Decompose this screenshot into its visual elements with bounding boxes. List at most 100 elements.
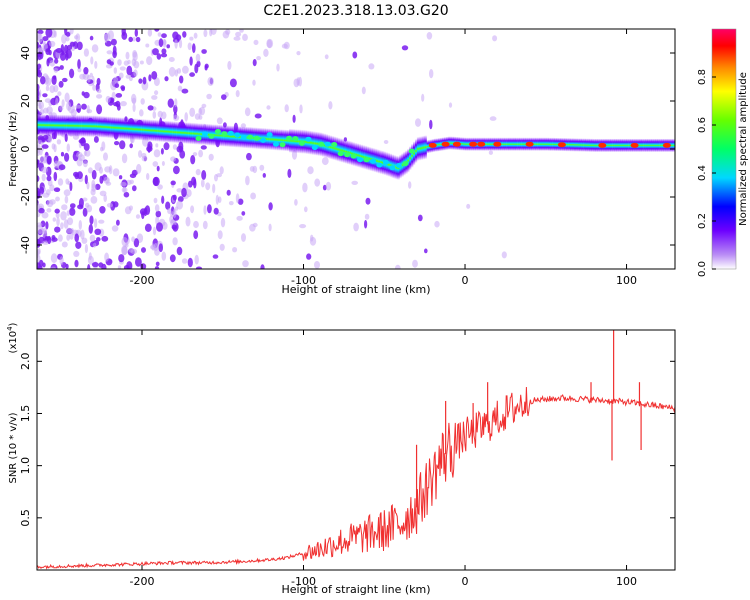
noise-blob [241, 233, 246, 242]
noise-blob [118, 175, 123, 180]
ridge-cell [197, 123, 201, 145]
noise-blob [120, 101, 127, 107]
noise-blob [117, 59, 122, 66]
noise-blob [93, 136, 99, 143]
noise-blob [203, 29, 208, 38]
noise-blob [239, 29, 244, 33]
ridge-cell [128, 118, 131, 140]
ridge-cell [461, 137, 464, 151]
noise-blob [79, 73, 86, 80]
ridge-blob [292, 136, 299, 142]
ridge-cell [40, 114, 44, 136]
ridge-cell [108, 116, 111, 139]
noise-blob [39, 156, 47, 164]
noise-blob [361, 86, 366, 95]
ridge-blob [298, 140, 305, 146]
noise-blob [415, 118, 421, 127]
noise-blob [49, 60, 56, 67]
noise-blob [45, 48, 51, 55]
ridge-cell [484, 137, 487, 151]
noise-blob [54, 58, 59, 64]
ridge-cell [228, 125, 232, 148]
ridge-cell [207, 123, 210, 146]
noise-blob [48, 40, 56, 48]
ridge-cell [285, 129, 288, 152]
noise-blob [81, 103, 87, 110]
ridge-cell [126, 117, 129, 140]
noise-blob [221, 94, 227, 100]
noise-blob [38, 207, 45, 214]
noise-blob [105, 95, 111, 103]
noise-blob [314, 178, 321, 187]
noise-blob [91, 169, 97, 180]
ridge-cell [509, 137, 513, 151]
ridge-cell [643, 138, 646, 153]
snr-panel: -200 -100 0 100 0.5 1.0 1.5 2.0 Height of stra… [6, 322, 676, 596]
noise-blob [200, 145, 207, 150]
spectrogram-scatter [37, 29, 507, 269]
noise-blob [217, 196, 222, 203]
noise-blob [82, 197, 88, 202]
noise-blob [263, 48, 269, 58]
noise-blob [87, 167, 93, 174]
ridge-cell [552, 137, 555, 151]
noise-blob [132, 185, 137, 192]
hot-spot [598, 142, 607, 148]
ridge-cell [184, 122, 187, 144]
x-tick-label: -200 [130, 274, 155, 287]
ridge-cell [387, 152, 390, 177]
noise-blob [126, 261, 133, 269]
ridge-cell [546, 137, 549, 151]
noise-blob [307, 166, 314, 175]
noise-blob [492, 35, 498, 42]
noise-blob [89, 215, 94, 225]
noise-blob [148, 74, 152, 82]
ridge-cell [506, 137, 509, 151]
noise-blob [194, 113, 201, 120]
ridge-cell [420, 136, 423, 161]
noise-blob [113, 102, 119, 107]
noise-blob [302, 182, 308, 193]
ridge-cell [376, 149, 379, 173]
noise-blob [160, 53, 168, 58]
noise-blob [162, 39, 167, 48]
ridge-cell [568, 138, 571, 152]
noise-blob [193, 230, 199, 240]
noise-blob [69, 232, 74, 240]
noise-blob [144, 223, 152, 232]
ridge-cell [283, 129, 286, 152]
noise-blob [50, 266, 56, 269]
noise-blob [53, 160, 60, 168]
noise-blob [61, 204, 68, 211]
ridge-cell [349, 140, 352, 165]
noise-blob [296, 51, 301, 56]
noise-blob [96, 88, 102, 94]
noise-blob [268, 202, 273, 211]
noise-blob [368, 63, 375, 70]
ridge-blob [221, 131, 228, 137]
ridge-cell [570, 138, 573, 152]
noise-blob [55, 97, 59, 106]
noise-blob [281, 43, 288, 49]
ridge-cell [535, 137, 538, 151]
noise-blob [119, 182, 127, 187]
noise-blob [37, 33, 43, 43]
y-tick-label: 2.0 [19, 353, 32, 371]
ridge-cell [62, 114, 65, 137]
noise-blob [152, 111, 157, 119]
colorbar-tick-label: 0.6 [697, 117, 708, 133]
ridge-cell [548, 137, 551, 151]
noise-blob [64, 152, 70, 162]
noise-blob [190, 155, 196, 165]
noise-blob [220, 217, 226, 228]
ridge-cell [217, 124, 220, 147]
noise-blob [66, 227, 72, 234]
ridge-cell [362, 145, 365, 169]
ridge-cell [238, 126, 241, 148]
ridge-blob [260, 137, 267, 143]
ridge-cell [48, 114, 51, 136]
noise-blob [101, 141, 106, 151]
ridge-cell [132, 118, 135, 140]
noise-blob [42, 93, 48, 98]
